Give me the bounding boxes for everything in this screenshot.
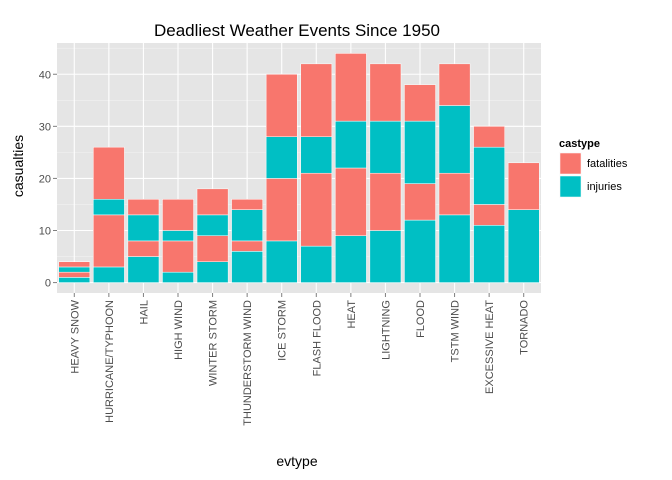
bar-segment-injuries [438,105,471,174]
bar-segment-fatalities [196,188,229,216]
y-tick-label: 0 [45,278,51,290]
bar-segment-fatalities [58,271,91,278]
bar-segment-fatalities [127,240,160,257]
y-axis: 0 10 20 30 40 [39,69,57,290]
legend: castype fatalities injuries [558,138,628,199]
x-tick-label: THUNDERSTORM WIND [242,300,254,426]
x-axis: HEAVY SNOW HURRICANE/TYPHOON HAIL HIGH WIND… [69,293,531,426]
plot-panel [57,43,541,293]
bar-segment-fatalities [438,172,471,216]
x-tick-label: TORNADO [519,300,531,355]
bar-segment-injuries [473,225,505,283]
bar-segment-fatalities [404,183,436,221]
bar-segment-injuries [300,136,333,174]
bar-segment-injuries [507,209,540,283]
bar-segment-fatalities [404,84,436,122]
bar-segment-injuries [335,120,367,169]
bar-segment-injuries [300,245,333,283]
bar-segment-injuries [335,235,367,283]
bar-segment-fatalities [162,240,194,273]
bar-segment-fatalities [196,235,229,262]
x-tick-label: HURRICANE/TYPHOON [104,300,116,423]
bar-segment-injuries [93,199,125,216]
y-axis-title: casualties [10,135,26,197]
x-tick-label: HEAVY SNOW [69,299,81,373]
legend-swatch-fatalities [559,152,582,175]
bar-segment-fatalities [473,126,505,148]
y-tick-label: 30 [39,121,51,133]
legend-swatch-injuries [559,175,582,198]
x-tick-label: ICE STORM [277,300,289,361]
x-tick-label: FLASH FLOOD [311,300,323,376]
bar-segment-fatalities [473,204,505,226]
bar-segment-injuries [473,146,505,205]
legend-title: castype [559,138,600,150]
x-tick-label: HIGH WIND [173,300,185,360]
bar-segment-fatalities [335,167,367,236]
bar-segment-fatalities [369,172,402,231]
x-tick-label: HEAT [346,300,358,329]
x-tick-label: WINTER STORM [208,300,220,386]
x-tick-label: HAIL [138,300,150,324]
y-tick-label: 20 [39,173,51,185]
bar-segment-fatalities [58,261,91,268]
bar-segment-injuries [58,277,91,283]
bar-segment-injuries [93,266,125,283]
x-tick-label: LIGHTNING [380,300,392,360]
bar-segment-injuries [265,240,298,283]
bar-segment-fatalities [300,63,333,137]
chart-title: Deadliest Weather Events Since 1950 [154,21,440,40]
bar-segment-fatalities [335,53,367,122]
bar-segment-fatalities [438,63,471,106]
bar-segment-fatalities [265,74,298,137]
bar-segment-fatalities [127,199,160,216]
bar-segment-injuries [58,266,91,273]
bar-segment-injuries [369,120,402,174]
bar-segment-injuries [127,214,160,242]
y-tick-label: 40 [39,69,51,81]
bar-segment-injuries [196,214,229,236]
bar-segment-injuries [231,209,263,242]
bar-segment-fatalities [300,172,333,247]
bar-segment-injuries [196,261,229,283]
bar-segment-injuries [404,120,436,184]
bar-segment-injuries [265,136,298,179]
y-tick-label: 10 [39,226,51,238]
bar-segment-injuries [162,230,194,242]
bar-segment-injuries [162,271,194,283]
bar-segment-fatalities [93,146,125,200]
bar-segment-injuries [127,256,160,283]
x-tick-label: EXCESSIVE HEAT [484,300,496,394]
bar-segment-fatalities [507,162,540,210]
bar-segment-fatalities [162,199,194,231]
bar-segment-injuries [438,214,471,283]
bar-segment-fatalities [231,240,263,252]
legend-label-injuries: injuries [587,181,622,193]
bar-segment-fatalities [93,214,125,268]
x-axis-title: evtype [276,453,317,469]
x-tick-label: TSTM WIND [450,300,462,362]
bar-segment-fatalities [231,199,263,210]
bar-segment-fatalities [369,63,402,122]
bar-segment-fatalities [265,178,298,242]
bar-segment-injuries [369,230,402,283]
x-tick-label: FLOOD [415,300,427,338]
legend-label-fatalities: fatalities [587,158,628,170]
bar-segment-injuries [231,251,263,283]
bar-segment-injuries [404,219,436,283]
